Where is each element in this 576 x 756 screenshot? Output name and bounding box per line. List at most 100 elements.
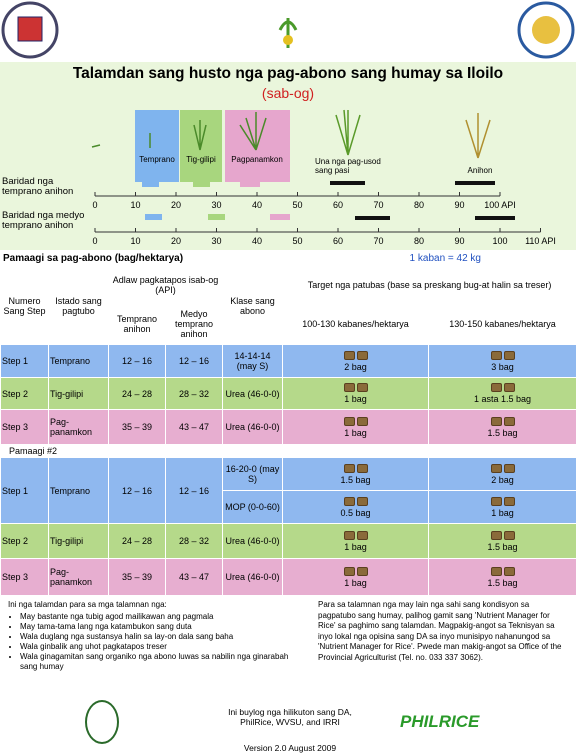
bag-icon (490, 463, 502, 473)
amount-cell: 1 bag (282, 409, 430, 445)
bag-icon (490, 350, 502, 360)
amount: 1 bag (344, 394, 367, 404)
row-label-box: Baridad nga medyo temprano anihon (2, 211, 85, 231)
header-cell: Klase sang abono (222, 266, 284, 345)
stage-cell: Tig-gilipi (48, 523, 109, 559)
tick-label: 50 (292, 200, 302, 210)
amount-cell: 1 bag (282, 523, 430, 559)
bag-icons (430, 463, 575, 475)
tick-label: 110 API (525, 236, 556, 246)
tick-label: 70 (373, 200, 383, 210)
amount: 1.5 bag (487, 427, 518, 438)
tick-label: 10 (130, 200, 140, 210)
row-label-box: Baridad nga temprano anihon (2, 177, 74, 197)
bag-icon (503, 463, 515, 473)
bag-icon (503, 496, 515, 506)
tick-label: 20 (171, 200, 181, 210)
api-cell: 12 – 16 (108, 344, 166, 378)
bag-icon (343, 350, 355, 360)
step-cell: Step 1 (0, 344, 49, 378)
bag-icon (343, 383, 355, 392)
amount: 1.5 bag (487, 577, 518, 588)
table-row: Step 3 Pag-panamkon 35 – 39 43 – 47 Urea (46… (0, 409, 576, 445)
step-cell: Step 1 (0, 457, 49, 524)
note-item: Wala ginagamitan sang organiko nga abono… (20, 652, 293, 672)
stage-label: Temprano (139, 155, 175, 164)
api-cell: 24 – 28 (108, 377, 166, 410)
bag-icon (343, 496, 355, 506)
stage-cell: Pag-panamkon (48, 409, 109, 445)
tick-label: 80 (414, 236, 424, 246)
tick-label: 70 (373, 236, 383, 246)
header-cell: 100-130 kabanes/hektarya (282, 302, 430, 345)
amount-cell: 2 bag (428, 457, 576, 491)
bag-icon (503, 530, 515, 540)
notes-intro: Ini nga talamdan para sa mga talamnan ng… (8, 600, 167, 609)
fertilizer-cell: 16-20-0 (may S) (222, 457, 284, 491)
bag-icon (356, 566, 368, 576)
api-cell: 43 – 47 (164, 558, 224, 596)
amount-cell: 1.5 bag (428, 558, 576, 596)
fertilizer-cell: MOP (0-0-60) (222, 490, 284, 524)
header-cell: Target nga patubas (base sa preskang bug… (282, 266, 576, 303)
table-row: Step 1 Temprano 12 – 16 12 – 16 16-20-0 (may… (0, 457, 576, 524)
section-row: Pamaagi #2 (0, 444, 576, 458)
amount: 1 bag (344, 577, 367, 588)
seal-right-center (532, 16, 560, 44)
fertilizer-cell: Urea (46-0-0) (222, 558, 284, 596)
tick-label: 60 (333, 200, 343, 210)
stage-label: Una nga pag-usod sang pasi (315, 157, 381, 175)
stage-cell: Temprano (48, 457, 109, 524)
amount: 0.5 bag (340, 507, 371, 518)
amount-cell: 1 bag (282, 558, 430, 596)
stage-cell: Tig-gilipi (48, 377, 109, 410)
top-graphic: Talamdan sang husto nga pag-abono sang h… (0, 1, 576, 250)
note-item: May tama-tama lang nga katambukon sang d… (20, 622, 293, 632)
tick-label: 20 (171, 236, 181, 246)
bag-icon (503, 566, 515, 576)
stage-box (135, 110, 179, 182)
header-cell: 130-150 kabanes/hektarya (428, 302, 576, 345)
timeline-label: Baridad nga medyo temprano anihon (2, 211, 85, 231)
tick-label: 0 (92, 236, 97, 246)
amount: 2 bag (491, 474, 514, 485)
tick-label: 10 (130, 236, 140, 246)
tick-label: 0 (92, 200, 97, 210)
fertilizer-table: Numero Sang Step Istado sang pagtubo Adl… (0, 266, 576, 596)
table-row: Step 2 Tig-gilipi 24 – 28 28 – 32 Urea (46-0… (0, 523, 576, 559)
stage-markers (142, 181, 515, 220)
amount: 1 bag (344, 427, 367, 438)
bag-icons (430, 350, 575, 362)
amount-cell: 1 bag (282, 377, 430, 410)
api-cell: 35 – 39 (108, 558, 166, 596)
table-row: Step 2 Tig-gilipi 24 – 28 28 – 32 Urea (46-0… (0, 377, 576, 410)
amount: 1 bag (491, 507, 514, 518)
api-cell: 24 – 28 (108, 523, 166, 559)
step-cell: Step 2 (0, 523, 49, 559)
section-title: Pamaagi #2 (0, 444, 576, 458)
timeline-label: Baridad nga temprano anihon (2, 177, 74, 197)
timeline-axes: 0 10 20 30 40 50 60 70 80 90 100 API 0 10 20 30 40 50 60 7… (92, 192, 556, 246)
bag-icons (284, 566, 427, 578)
bag-icon (356, 530, 368, 540)
api-cell: 12 – 16 (164, 344, 224, 378)
tick-label: 40 (252, 200, 262, 210)
fertilizer-cell: 14-14-14 (may S) (222, 344, 284, 378)
tick-label: 40 (252, 236, 262, 246)
header-cell: Medyo temprano anihon (164, 302, 224, 345)
title: Talamdan sang husto nga pag-abono sang h… (73, 65, 503, 82)
step-cell: Step 3 (0, 409, 49, 445)
tick-label: 30 (211, 200, 221, 210)
amount: 2 bag (344, 361, 367, 372)
note-item: Wala ginbalik ang uhot pagkatapos treser (20, 642, 293, 652)
tick-label: 90 (454, 236, 464, 246)
stage-label: Tig-gilipi (186, 155, 216, 164)
amount-cell: 1.5 bag (282, 457, 430, 491)
step-cell: Step 3 (0, 558, 49, 596)
philrice-logo: PHILRICE (400, 712, 480, 731)
stage-label: Anihon (468, 166, 493, 175)
tick-label: 90 (454, 200, 464, 210)
header-cell: Temprano anihon (108, 302, 166, 345)
header-cell: Istado sang pagtubo (48, 266, 109, 345)
bag-icon (356, 463, 368, 473)
